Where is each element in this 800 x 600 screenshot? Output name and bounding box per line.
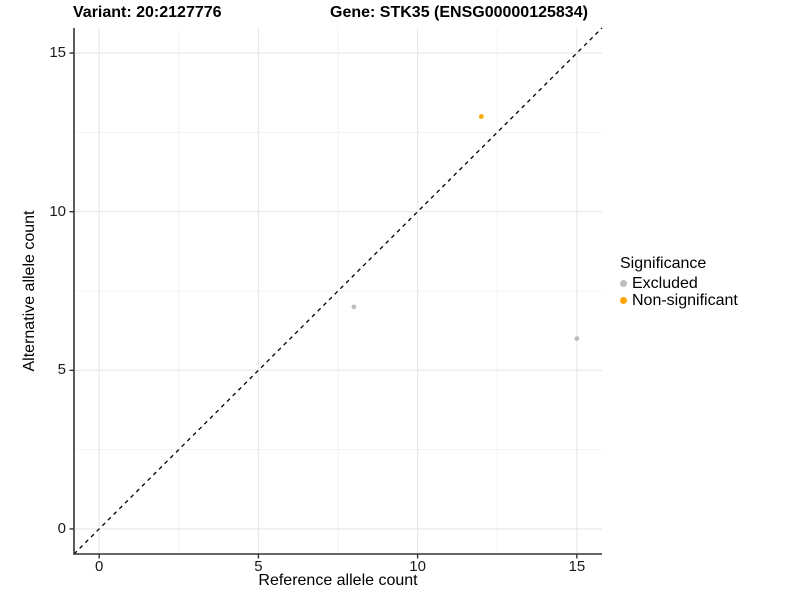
data-point-excluded	[351, 304, 357, 310]
legend-title: Significance	[620, 255, 707, 272]
y-axis-title: Alternative allele count	[21, 210, 38, 372]
legend-item-label: Excluded	[632, 274, 698, 292]
x-axis-title: Reference allele count	[258, 572, 418, 589]
y-tick-label: 10	[49, 202, 66, 220]
non-significant-dot-icon	[620, 297, 627, 304]
x-tick-label: 15	[568, 558, 586, 575]
y-tick-label: 0	[57, 519, 66, 537]
legend-item-non-significant: Non-significant	[620, 292, 738, 309]
plot-title-variant: Variant: 20:2127776	[73, 4, 222, 21]
legend-item-label: Non-significant	[632, 291, 738, 309]
excluded-dot-icon	[620, 280, 627, 287]
plot-title-gene: Gene: STK35 (ENSG00000125834)	[330, 4, 588, 21]
y-tick-label: 15	[49, 44, 66, 62]
legend: Significance Excluded Non-significant	[620, 255, 738, 309]
x-tick-label: 5	[254, 558, 263, 575]
x-tick-label: 0	[94, 558, 104, 575]
data-point-excluded	[574, 336, 580, 341]
x-tick-label: 10	[409, 558, 426, 575]
data-point-non-significant	[478, 114, 484, 119]
y-tick-label: 5	[57, 361, 66, 379]
legend-item-excluded: Excluded	[620, 275, 738, 292]
